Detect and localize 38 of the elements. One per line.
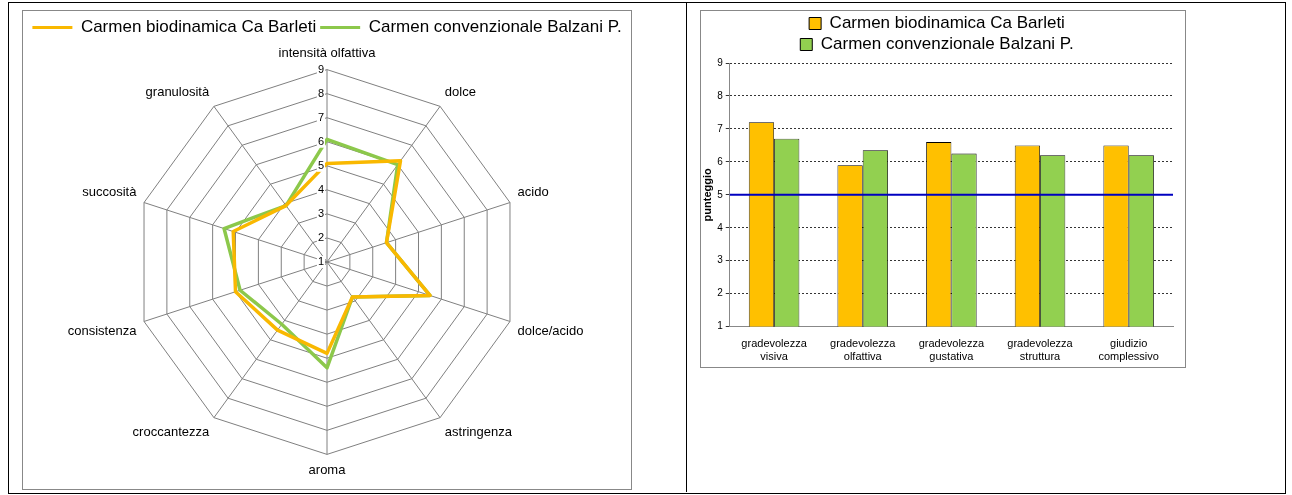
legend-label: Carmen biodinamica Ca Barleti <box>829 13 1065 33</box>
y-tick-label: 6 <box>317 134 324 147</box>
spoke-label: croccantezza <box>132 423 210 439</box>
y-tick-label: 1 <box>317 255 324 268</box>
x-tick-label: giudizio complessivo <box>1098 337 1159 363</box>
y-tick-label: 7 <box>317 110 324 123</box>
spoke-label: dolce <box>444 83 476 99</box>
y-tick-label: 6 <box>717 155 724 167</box>
y-tick-label: 4 <box>717 221 724 233</box>
spoke-label: consistenza <box>67 323 138 339</box>
x-tick-label: gradevolezza visiva <box>741 337 808 363</box>
x-tick-label: gradevolezza gustativa <box>918 337 985 363</box>
y-tick-label: 5 <box>317 158 324 171</box>
legend-label: Carmen biodinamica Ca Barleti <box>80 17 317 37</box>
x-tick-label: gradevolezza struttura <box>1007 337 1074 363</box>
y-tick-label: 2 <box>317 230 324 243</box>
y-axis-title: punteggio <box>700 167 713 222</box>
legend-label: Carmen convenzionale Balzani P. <box>820 34 1074 54</box>
y-tick-label: 9 <box>717 56 724 68</box>
y-tick-label: 7 <box>717 122 724 134</box>
y-tick-label: 8 <box>717 89 724 101</box>
spoke-label: succosità <box>82 183 138 199</box>
y-tick-label: 3 <box>317 206 324 219</box>
spoke-label: granulosità <box>145 83 210 99</box>
y-tick-label: 9 <box>317 62 324 75</box>
spoke-label: intensità olfattiva <box>278 45 377 61</box>
y-tick-label: 2 <box>717 287 724 299</box>
y-tick-label: 8 <box>317 86 324 99</box>
y-tick-label: 3 <box>717 254 724 266</box>
spoke-label: acido <box>517 183 549 199</box>
y-tick-label: 1 <box>717 320 724 332</box>
spoke-label: dolce/acido <box>517 323 584 339</box>
spoke-label: aroma <box>308 461 347 477</box>
y-tick-label: 4 <box>317 182 324 195</box>
y-tick-label: 5 <box>717 188 724 200</box>
spoke-label: astringenza <box>444 423 513 439</box>
legend-label: Carmen convenzionale Balzani P. <box>368 17 622 37</box>
x-tick-label: gradevolezza olfattiva <box>830 337 897 363</box>
